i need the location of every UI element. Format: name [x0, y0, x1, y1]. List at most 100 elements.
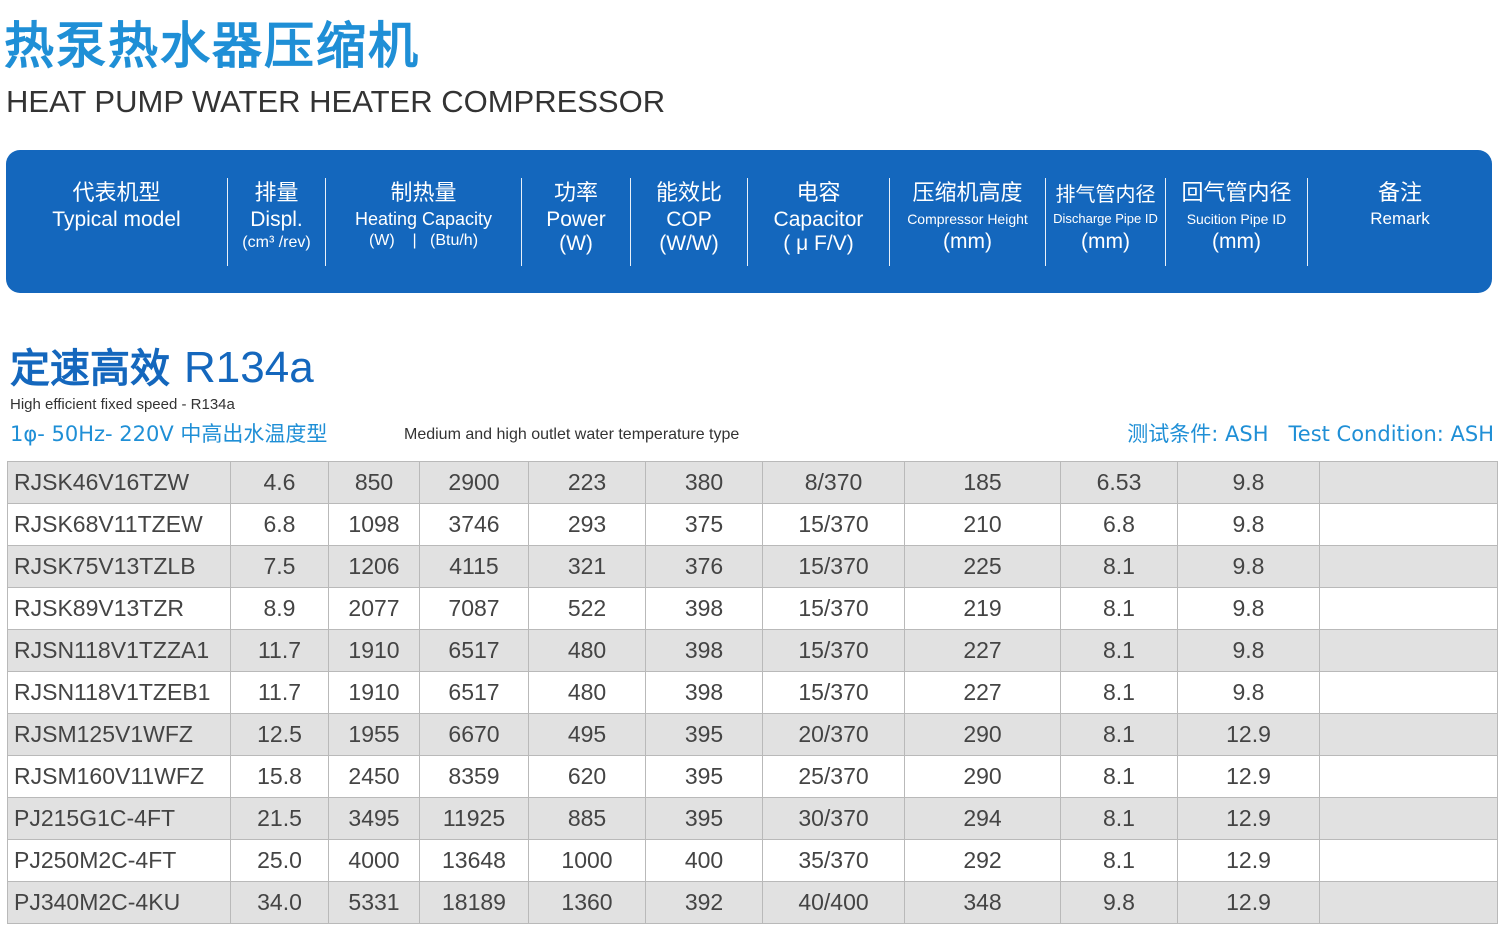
- cell-remark: [1319, 839, 1498, 882]
- cell-model: PJ340M2C-4KU: [7, 881, 231, 924]
- header-height-unit: (mm): [943, 229, 992, 253]
- cell-height: 292: [904, 839, 1061, 882]
- cell-suction: 12.9: [1177, 797, 1320, 840]
- cell-model: RJSN118V1TZEB1: [7, 671, 231, 714]
- cell-suction: 9.8: [1177, 629, 1320, 672]
- cell-power: 620: [528, 755, 646, 798]
- cell-discharge: 9.8: [1060, 881, 1178, 924]
- cell-height: 227: [904, 671, 1061, 714]
- table-row: RJSN118V1TZZA1 11.7 1910 6517 480 398 15/370 22…: [7, 629, 1498, 672]
- cell-power: 885: [528, 797, 646, 840]
- cell-cop: 380: [645, 461, 763, 504]
- table-row: RJSK46V16TZW 4.6 850 2900 223 380 8/370 185 6.53…: [7, 461, 1498, 504]
- cell-discharge: 6.8: [1060, 503, 1178, 546]
- cell-cop: 398: [645, 587, 763, 630]
- cell-suction: 12.9: [1177, 881, 1320, 924]
- header-power-unit: (W): [559, 231, 593, 255]
- cell-remark: [1319, 587, 1498, 630]
- cell-suction: 12.9: [1177, 713, 1320, 756]
- cell-cap: 25/370: [762, 755, 905, 798]
- cell-w: 2077: [328, 587, 420, 630]
- cell-height: 294: [904, 797, 1061, 840]
- cell-model: RJSM125V1WFZ: [7, 713, 231, 756]
- header-height-en: Compressor Height: [907, 210, 1028, 227]
- cell-cop: 395: [645, 713, 763, 756]
- compressor-table: RJSK46V16TZW 4.6 850 2900 223 380 8/370 185 6.53…: [7, 461, 1498, 924]
- cell-cop: 375: [645, 503, 763, 546]
- cell-remark: [1319, 755, 1498, 798]
- cell-cap: 35/370: [762, 839, 905, 882]
- column-header-band: 代表机型 Typical model 排量 Displ. (cm³ /rev) …: [6, 150, 1492, 293]
- table-row: RJSK89V13TZR 8.9 2077 7087 522 398 15/370 219 8.…: [7, 587, 1498, 630]
- cell-w: 3495: [328, 797, 420, 840]
- cell-cap: 15/370: [762, 503, 905, 546]
- section-refrigerant: R134a: [184, 343, 314, 392]
- cell-discharge: 8.1: [1060, 797, 1178, 840]
- header-remark-cn: 备注: [1377, 180, 1422, 206]
- table-row: RJSM125V1WFZ 12.5 1955 6670 495 395 20/370 290 8…: [7, 713, 1498, 756]
- cell-displ: 15.8: [230, 755, 329, 798]
- test-condition-en: Test Condition: ASH: [1288, 422, 1494, 446]
- header-discharge-en: Discharge Pipe ID: [1053, 210, 1158, 226]
- cell-btu: 7087: [419, 587, 529, 630]
- cell-model: RJSK89V13TZR: [7, 587, 231, 630]
- spec-line-en: Medium and high outlet water temperature…: [404, 426, 740, 443]
- cell-btu: 4115: [419, 545, 529, 588]
- header-power-en: Power: [546, 207, 606, 231]
- cell-suction: 12.9: [1177, 839, 1320, 882]
- header-remark: 备注 Remark: [1308, 178, 1492, 266]
- cell-power: 223: [528, 461, 646, 504]
- header-heating-cn: 制热量: [390, 180, 457, 206]
- header-suction-unit: (mm): [1212, 229, 1261, 253]
- cell-displ: 8.9: [230, 587, 329, 630]
- cell-discharge: 6.53: [1060, 461, 1178, 504]
- cell-remark: [1319, 503, 1498, 546]
- cell-btu: 2900: [419, 461, 529, 504]
- header-discharge: 排气管内径 Discharge Pipe ID (mm): [1046, 177, 1166, 266]
- cell-height: 227: [904, 629, 1061, 672]
- cell-cop: 392: [645, 881, 763, 924]
- cell-displ: 6.8: [230, 503, 329, 546]
- cell-remark: [1319, 629, 1498, 672]
- cell-power: 480: [528, 671, 646, 714]
- table-row: RJSK68V11TZEW 6.8 1098 3746 293 375 15/370 210 6…: [7, 503, 1498, 546]
- cell-model: RJSK46V16TZW: [7, 461, 231, 504]
- cell-w: 850: [328, 461, 420, 504]
- cell-power: 480: [528, 629, 646, 672]
- header-discharge-cn: 排气管内径: [1055, 181, 1156, 206]
- cell-btu: 6517: [419, 629, 529, 672]
- cell-displ: 7.5: [230, 545, 329, 588]
- header-model: 代表机型 Typical model: [6, 177, 228, 266]
- cell-power: 1000: [528, 839, 646, 882]
- section-subtitle: High efficient fixed speed - R134a: [10, 396, 235, 413]
- header-discharge-unit: (mm): [1081, 229, 1130, 253]
- header-model-en: Typical model: [52, 207, 181, 231]
- cell-w: 1098: [328, 503, 420, 546]
- header-cop: 能效比 COP (W/W): [631, 177, 748, 266]
- cell-power: 1360: [528, 881, 646, 924]
- cell-cap: 40/400: [762, 881, 905, 924]
- cell-btu: 8359: [419, 755, 529, 798]
- header-remark-en: Remark: [1370, 208, 1430, 228]
- cell-model: RJSK68V11TZEW: [7, 503, 231, 546]
- cell-w: 1955: [328, 713, 420, 756]
- cell-discharge: 8.1: [1060, 545, 1178, 588]
- cell-w: 5331: [328, 881, 420, 924]
- cell-discharge: 8.1: [1060, 629, 1178, 672]
- cell-height: 185: [904, 461, 1061, 504]
- test-condition-cn: 测试条件: ASH: [1127, 422, 1269, 446]
- table-row: PJ215G1C-4FT 21.5 3495 11925 885 395 30/370 294…: [7, 797, 1498, 840]
- cell-cap: 15/370: [762, 629, 905, 672]
- cell-w: 4000: [328, 839, 420, 882]
- cell-cop: 395: [645, 755, 763, 798]
- cell-suction: 9.8: [1177, 503, 1320, 546]
- cell-height: 290: [904, 755, 1061, 798]
- header-displ-en: Displ.: [250, 207, 303, 231]
- cell-cop: 376: [645, 545, 763, 588]
- header-cop-unit: (W/W): [659, 231, 719, 255]
- header-capacitor-cn: 电容: [796, 180, 841, 206]
- cell-displ: 34.0: [230, 881, 329, 924]
- header-power: 功率 Power (W): [522, 177, 631, 266]
- cell-power: 293: [528, 503, 646, 546]
- page-title-cn: 热泵热水器压缩机: [4, 17, 420, 75]
